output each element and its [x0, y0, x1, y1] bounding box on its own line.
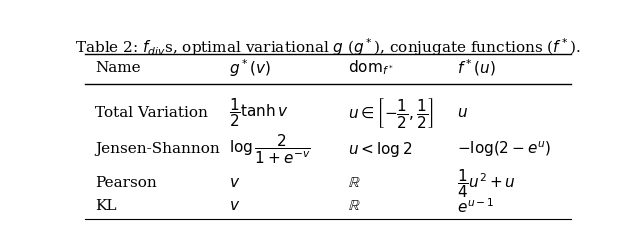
Text: KL: KL [95, 199, 116, 213]
Text: Pearson: Pearson [95, 177, 157, 190]
Text: $-\log(2 - e^u)$: $-\log(2 - e^u)$ [457, 139, 551, 159]
Text: $\dfrac{1}{4}u^2 + u$: $\dfrac{1}{4}u^2 + u$ [457, 167, 516, 200]
Text: $g^*(v)$: $g^*(v)$ [229, 57, 271, 79]
Text: $v$: $v$ [229, 177, 240, 190]
Text: Jensen-Shannon: Jensen-Shannon [95, 142, 220, 156]
Text: $f^*(u)$: $f^*(u)$ [457, 58, 495, 78]
Text: $\mathbb{R}$: $\mathbb{R}$ [348, 177, 360, 190]
Text: $u$: $u$ [457, 106, 468, 120]
Text: Total Variation: Total Variation [95, 106, 208, 120]
Text: Name: Name [95, 61, 141, 75]
Text: $u \in \left[-\dfrac{1}{2}, \dfrac{1}{2}\right]$: $u \in \left[-\dfrac{1}{2}, \dfrac{1}{2}… [348, 96, 434, 130]
Text: $\dfrac{1}{2}\tanh v$: $\dfrac{1}{2}\tanh v$ [229, 96, 289, 129]
Text: $u < \log 2$: $u < \log 2$ [348, 140, 412, 159]
Text: $e^{u-1}$: $e^{u-1}$ [457, 197, 495, 216]
Text: $v$: $v$ [229, 199, 240, 213]
Text: $\mathrm{dom}_{f^*}$: $\mathrm{dom}_{f^*}$ [348, 59, 394, 77]
Text: $\mathbb{R}$: $\mathbb{R}$ [348, 199, 360, 213]
Text: $\log \dfrac{2}{1+e^{-v}}$: $\log \dfrac{2}{1+e^{-v}}$ [229, 132, 311, 166]
Text: Table 2: $f_{div}$s, optimal variational $g$ ($g^*$), conjugate functions ($f^*$: Table 2: $f_{div}$s, optimal variational… [76, 36, 580, 58]
